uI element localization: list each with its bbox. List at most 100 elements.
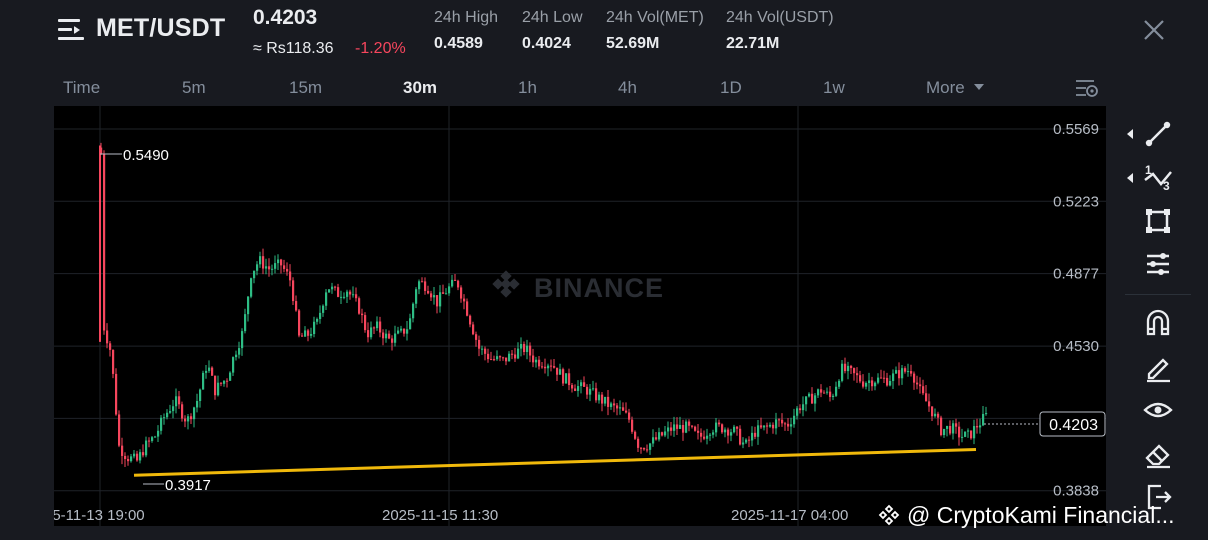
stat-24h-low-value: 0.4024 <box>522 35 571 52</box>
candle-body <box>814 395 817 404</box>
candle-body <box>964 431 967 437</box>
candle-body <box>787 423 790 427</box>
tab-more[interactable]: More <box>926 78 985 98</box>
candle-body <box>613 403 616 406</box>
candle-body <box>370 327 373 338</box>
candle-body <box>760 425 763 428</box>
candle-body <box>493 359 496 361</box>
candle-body <box>490 359 493 361</box>
candle-body <box>316 318 319 322</box>
candle-body <box>346 291 349 297</box>
candle-body <box>838 380 841 387</box>
tab-1d[interactable]: 1D <box>720 78 742 97</box>
candle-body <box>601 394 604 404</box>
binance-watermark: BINANCE <box>534 273 664 303</box>
candle-body <box>277 259 280 264</box>
candle-body <box>526 345 529 353</box>
candle-body <box>718 422 721 425</box>
candle-body <box>397 330 400 334</box>
candle-body <box>550 365 553 367</box>
candle-body <box>409 318 412 330</box>
export-icon[interactable] <box>1141 480 1175 514</box>
candle-body <box>337 287 340 297</box>
candle-body <box>478 339 481 349</box>
candle-body <box>451 279 454 287</box>
candle-body <box>274 263 277 269</box>
tab-time[interactable]: Time <box>63 78 101 97</box>
candle-body <box>871 380 874 387</box>
candle-body <box>577 386 580 391</box>
candle-body <box>388 333 391 339</box>
candle-body <box>139 452 142 461</box>
candle-body <box>442 292 445 294</box>
candle-body <box>475 334 478 340</box>
candle-body <box>961 436 964 438</box>
candle-body <box>412 303 415 319</box>
close-icon[interactable] <box>1142 18 1166 42</box>
trendline-tool-icon[interactable] <box>1141 117 1175 151</box>
candle-body <box>472 324 475 335</box>
trading-pair-title[interactable]: MET/USDT <box>96 14 226 42</box>
candle-body <box>757 425 760 437</box>
expand-arrow-icon[interactable] <box>1127 173 1133 183</box>
candle-body <box>145 440 148 456</box>
chart-canvas[interactable]: BINANCE 0.5490 0.3917 0.4203 0.5569 0.5223 0… <box>54 106 1106 526</box>
tab-30m[interactable]: 30m <box>403 78 438 97</box>
candle-body <box>502 357 505 359</box>
candle-body <box>886 377 889 386</box>
eraser-icon[interactable] <box>1141 436 1175 470</box>
rectangle-tool-icon[interactable] <box>1141 204 1175 238</box>
candle-body <box>505 357 508 362</box>
candle-body <box>436 295 439 307</box>
candle-body <box>157 430 160 437</box>
candle-body <box>664 431 667 436</box>
candle-body <box>235 354 238 358</box>
candle-body <box>874 382 877 387</box>
chart-settings-icon[interactable] <box>1074 76 1100 100</box>
candle-body <box>949 425 952 434</box>
menu-icon[interactable] <box>58 16 86 44</box>
candle-body <box>853 368 856 374</box>
candle-body <box>334 286 337 288</box>
candle-body <box>124 455 127 460</box>
candlestick-chart[interactable]: BINANCE 0.5490 0.3917 0.4203 0.5569 0.5223 0… <box>54 106 1106 526</box>
fiat-price: ≈ Rs118.36 <box>253 40 334 57</box>
tab-4h[interactable]: 4h <box>618 78 637 97</box>
candle-body <box>457 280 460 288</box>
tab-5m[interactable]: 5m <box>182 78 206 97</box>
candle-body <box>985 413 988 415</box>
candle-body <box>184 418 187 422</box>
candle-body <box>106 330 109 344</box>
candle-body <box>484 348 487 354</box>
expand-arrow-icon[interactable] <box>1127 129 1133 139</box>
candle-body <box>868 380 871 383</box>
binance-logo-icon <box>492 270 520 298</box>
y-axis-tick: 0.5569 <box>1053 121 1099 138</box>
candle-body <box>916 382 919 385</box>
candle-body <box>349 291 352 295</box>
candle-body <box>535 359 538 363</box>
candle-body <box>268 266 271 270</box>
candle-body <box>586 386 589 395</box>
eye-icon[interactable] <box>1141 393 1175 427</box>
candle-body <box>712 432 715 435</box>
candle-body <box>952 423 955 434</box>
candle-body <box>634 431 637 439</box>
candle-body <box>736 426 739 429</box>
candle-body <box>367 330 370 338</box>
logo-diamond <box>500 270 512 282</box>
stat-24h-high-label: 24h High <box>434 9 499 26</box>
candle-body <box>820 389 823 393</box>
support-trendline[interactable] <box>133 447 977 477</box>
tab-1w[interactable]: 1w <box>823 78 845 97</box>
tab-1h[interactable]: 1h <box>518 78 537 97</box>
candle-body <box>247 296 250 315</box>
parallel-lines-tool-icon[interactable] <box>1141 247 1175 281</box>
candle-body <box>262 256 265 269</box>
pencil-icon[interactable] <box>1141 350 1175 384</box>
tab-15m[interactable]: 15m <box>289 78 323 97</box>
candle-body <box>697 430 700 433</box>
magnet-icon[interactable] <box>1141 306 1175 340</box>
candle-body <box>670 427 673 431</box>
